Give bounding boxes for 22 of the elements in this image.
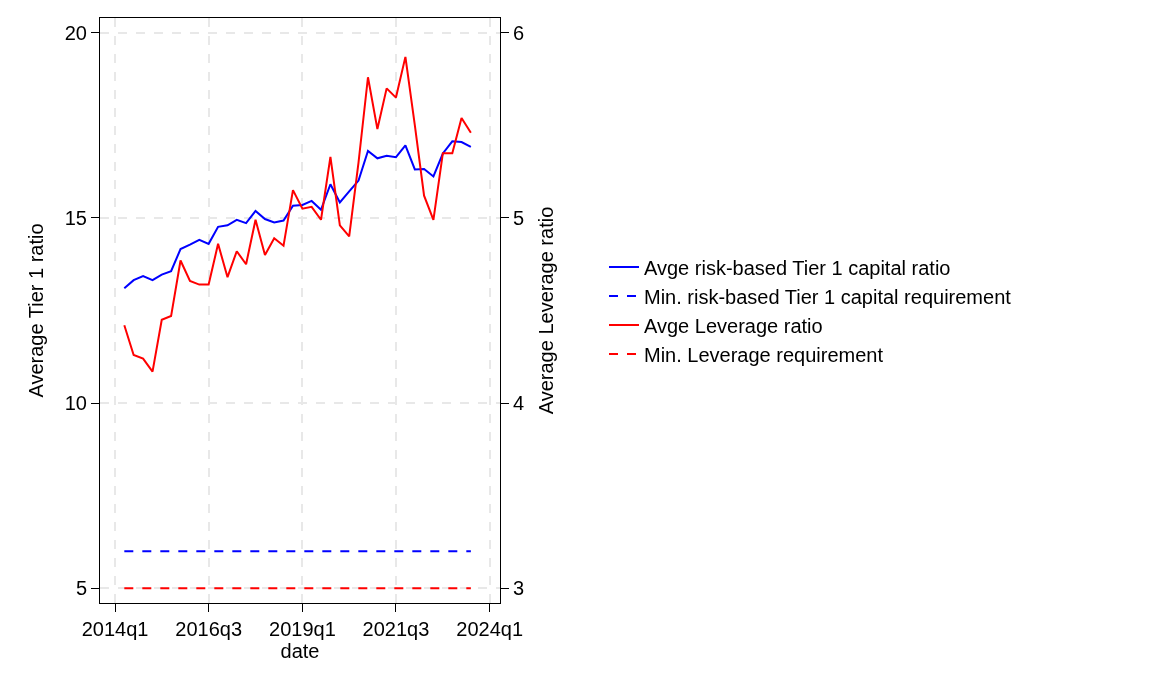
x-tick-label: 2024q1 xyxy=(456,618,524,640)
y2-tick-label: 6 xyxy=(513,21,525,44)
y2-tick-label: 5 xyxy=(513,206,525,229)
y-tick-label: 15 xyxy=(64,206,87,229)
x-tick-label: 2014q1 xyxy=(81,618,149,640)
line-series xyxy=(123,55,472,373)
y2-tick-label: 3 xyxy=(513,577,525,600)
y-tick-label: 10 xyxy=(64,392,87,415)
y-tick-label: 20 xyxy=(64,21,87,44)
y2-axis-title: Average Leverage ratio xyxy=(534,206,557,415)
x-axis-title: date xyxy=(280,640,320,662)
x-tick-label: 2019q1 xyxy=(269,618,336,640)
x-tick-label: 2021q3 xyxy=(362,618,430,640)
y-tick-label: 5 xyxy=(75,577,87,600)
legend-label: Min. risk-based Tier 1 capital requirement xyxy=(644,285,1012,308)
y-axis-title: Average Tier 1 ratio xyxy=(25,223,48,398)
y2-tick-label: 4 xyxy=(513,392,525,415)
line-series xyxy=(123,140,472,290)
legend-label: Avge Leverage ratio xyxy=(644,314,823,337)
legend-label: Min. Leverage requirement xyxy=(644,343,884,366)
x-tick-label: 2016q3 xyxy=(175,618,243,640)
legend-label: Avge risk-based Tier 1 capital ratio xyxy=(644,256,951,279)
